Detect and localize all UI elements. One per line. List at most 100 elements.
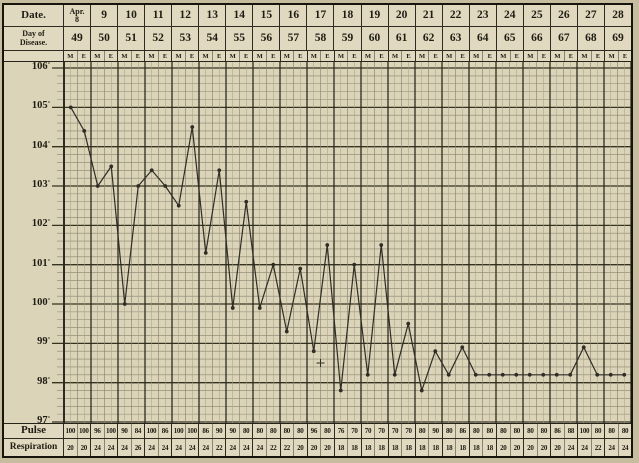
temperature-point — [149, 168, 154, 173]
temperature-point — [284, 329, 289, 334]
day-of-disease-cell: 55 — [226, 27, 254, 50]
temp-axis-label: 101° — [31, 257, 50, 269]
temperature-point — [109, 164, 114, 169]
pulse-value: 90 — [226, 424, 240, 438]
temperature-point — [379, 243, 384, 247]
day-of-disease-cell: 50 — [91, 27, 119, 50]
date-cell: 26 — [551, 5, 578, 26]
temp-axis-label: 98° — [37, 375, 50, 387]
temperature-grid-svg — [52, 62, 631, 423]
temperature-point — [473, 372, 478, 377]
respiration-value: 18 — [348, 439, 362, 456]
pulse-value: 80 — [524, 424, 538, 438]
respiration-value: 20 — [294, 439, 308, 456]
reading-time-cell: M — [362, 51, 376, 61]
reading-time-cell: M — [497, 51, 511, 61]
date-cell: 28 — [612, 9, 624, 22]
date-cell: 19 — [362, 5, 389, 26]
reading-time-cell: M — [416, 51, 430, 61]
reading-time-cell: E — [348, 51, 362, 61]
day-of-disease-cell: 59 — [334, 27, 362, 50]
pulse-value: 90 — [213, 424, 227, 438]
respiration-value: 24 — [226, 439, 240, 456]
date-cell: 20 — [389, 5, 416, 26]
respiration-value: 24 — [105, 439, 119, 456]
pulse-value: 80 — [592, 424, 606, 438]
pulse-value: 96 — [91, 424, 105, 438]
reading-time-cell: E — [294, 51, 308, 61]
day-of-disease-cell: 51 — [118, 27, 146, 50]
temperature-point — [365, 372, 370, 377]
pulse-value: 80 — [294, 424, 308, 438]
temperature-point — [622, 372, 627, 377]
temp-axis-label: 106° — [31, 61, 50, 73]
temperature-point — [392, 372, 397, 377]
pulse-value: 80 — [321, 424, 335, 438]
date-cell: 23 — [470, 5, 497, 26]
day-of-disease-label: Day of Disease. — [4, 27, 64, 50]
pulse-value: 80 — [253, 424, 267, 438]
temperature-point — [568, 372, 573, 377]
respiration-value: 20 — [551, 439, 565, 456]
temperature-point — [608, 372, 613, 377]
pulse-value: 100 — [172, 424, 186, 438]
temperature-point — [203, 250, 208, 255]
reading-time-cell: M — [335, 51, 349, 61]
reading-time-cell: M — [172, 51, 186, 61]
day-of-disease-cell: 62 — [416, 27, 443, 50]
respiration-value: 24 — [145, 439, 159, 456]
pulse-value: 80 — [443, 424, 457, 438]
pulse-row: Pulse 100 100 96 100 90 84 100 86 100 100 86 90 90 80… — [4, 423, 631, 439]
temperature-point — [541, 372, 546, 377]
respiration-value: 18 — [375, 439, 389, 456]
day-of-disease-cell: 53 — [172, 27, 200, 50]
respiration-value: 22 — [267, 439, 281, 456]
temp-axis-label: 99° — [37, 336, 50, 348]
pulse-value: 88 — [565, 424, 579, 438]
pulse-value: 80 — [240, 424, 254, 438]
date-cell: 25 — [524, 5, 551, 26]
day-of-disease-cell: 68 — [578, 27, 605, 50]
day-of-disease-cell: 67 — [551, 27, 578, 50]
respiration-value: 26 — [132, 439, 146, 456]
respiration-value: 24 — [118, 439, 132, 456]
temperature-point — [581, 345, 586, 350]
pulse-value: 70 — [402, 424, 416, 438]
temperature-point — [176, 203, 181, 208]
temperature-curve — [70, 107, 625, 393]
reading-time-cell: E — [622, 52, 628, 60]
date-cell: 16 — [280, 5, 308, 26]
day-of-disease-cell: 54 — [199, 27, 227, 50]
temperature-point — [460, 345, 465, 350]
reading-time-cell: E — [456, 51, 470, 61]
respiration-value: 18 — [443, 439, 457, 456]
date-cell: 21 — [416, 5, 443, 26]
temperature-point — [419, 388, 424, 393]
reading-time-cell: E — [213, 51, 227, 61]
reading-time-cell: E — [538, 51, 552, 61]
pulse-value: 86 — [551, 424, 565, 438]
day-of-disease-cell: 57 — [280, 27, 308, 50]
reading-time-cell: E — [240, 51, 254, 61]
temperature-point — [500, 372, 505, 377]
respiration-value: 24 — [240, 439, 254, 456]
date-cell: 22 — [443, 5, 470, 26]
date-cell: 15 — [253, 5, 281, 26]
temperature-grid-band: 106° 105° 104° 103° 102° 101° 100° 99° 98° 97° — [4, 61, 631, 426]
reading-time-cell: E — [483, 51, 497, 61]
date-cell: 10 — [118, 5, 146, 26]
pulse-value: 86 — [199, 424, 213, 438]
respiration-value: 18 — [335, 439, 349, 456]
date-cell: 9 — [91, 5, 119, 26]
temperature-point — [433, 349, 438, 354]
reading-time-cell: E — [402, 51, 416, 61]
temperature-point — [527, 372, 532, 377]
respiration-row: Respiration 20 20 24 24 24 26 24 24 24 24 24 22 24 24… — [4, 439, 631, 456]
temperature-point — [230, 306, 235, 310]
temperature-point — [257, 306, 262, 310]
temp-axis-label: 105° — [31, 100, 50, 112]
pulse-value: 80 — [470, 424, 484, 438]
respiration-value: 22 — [592, 439, 606, 456]
